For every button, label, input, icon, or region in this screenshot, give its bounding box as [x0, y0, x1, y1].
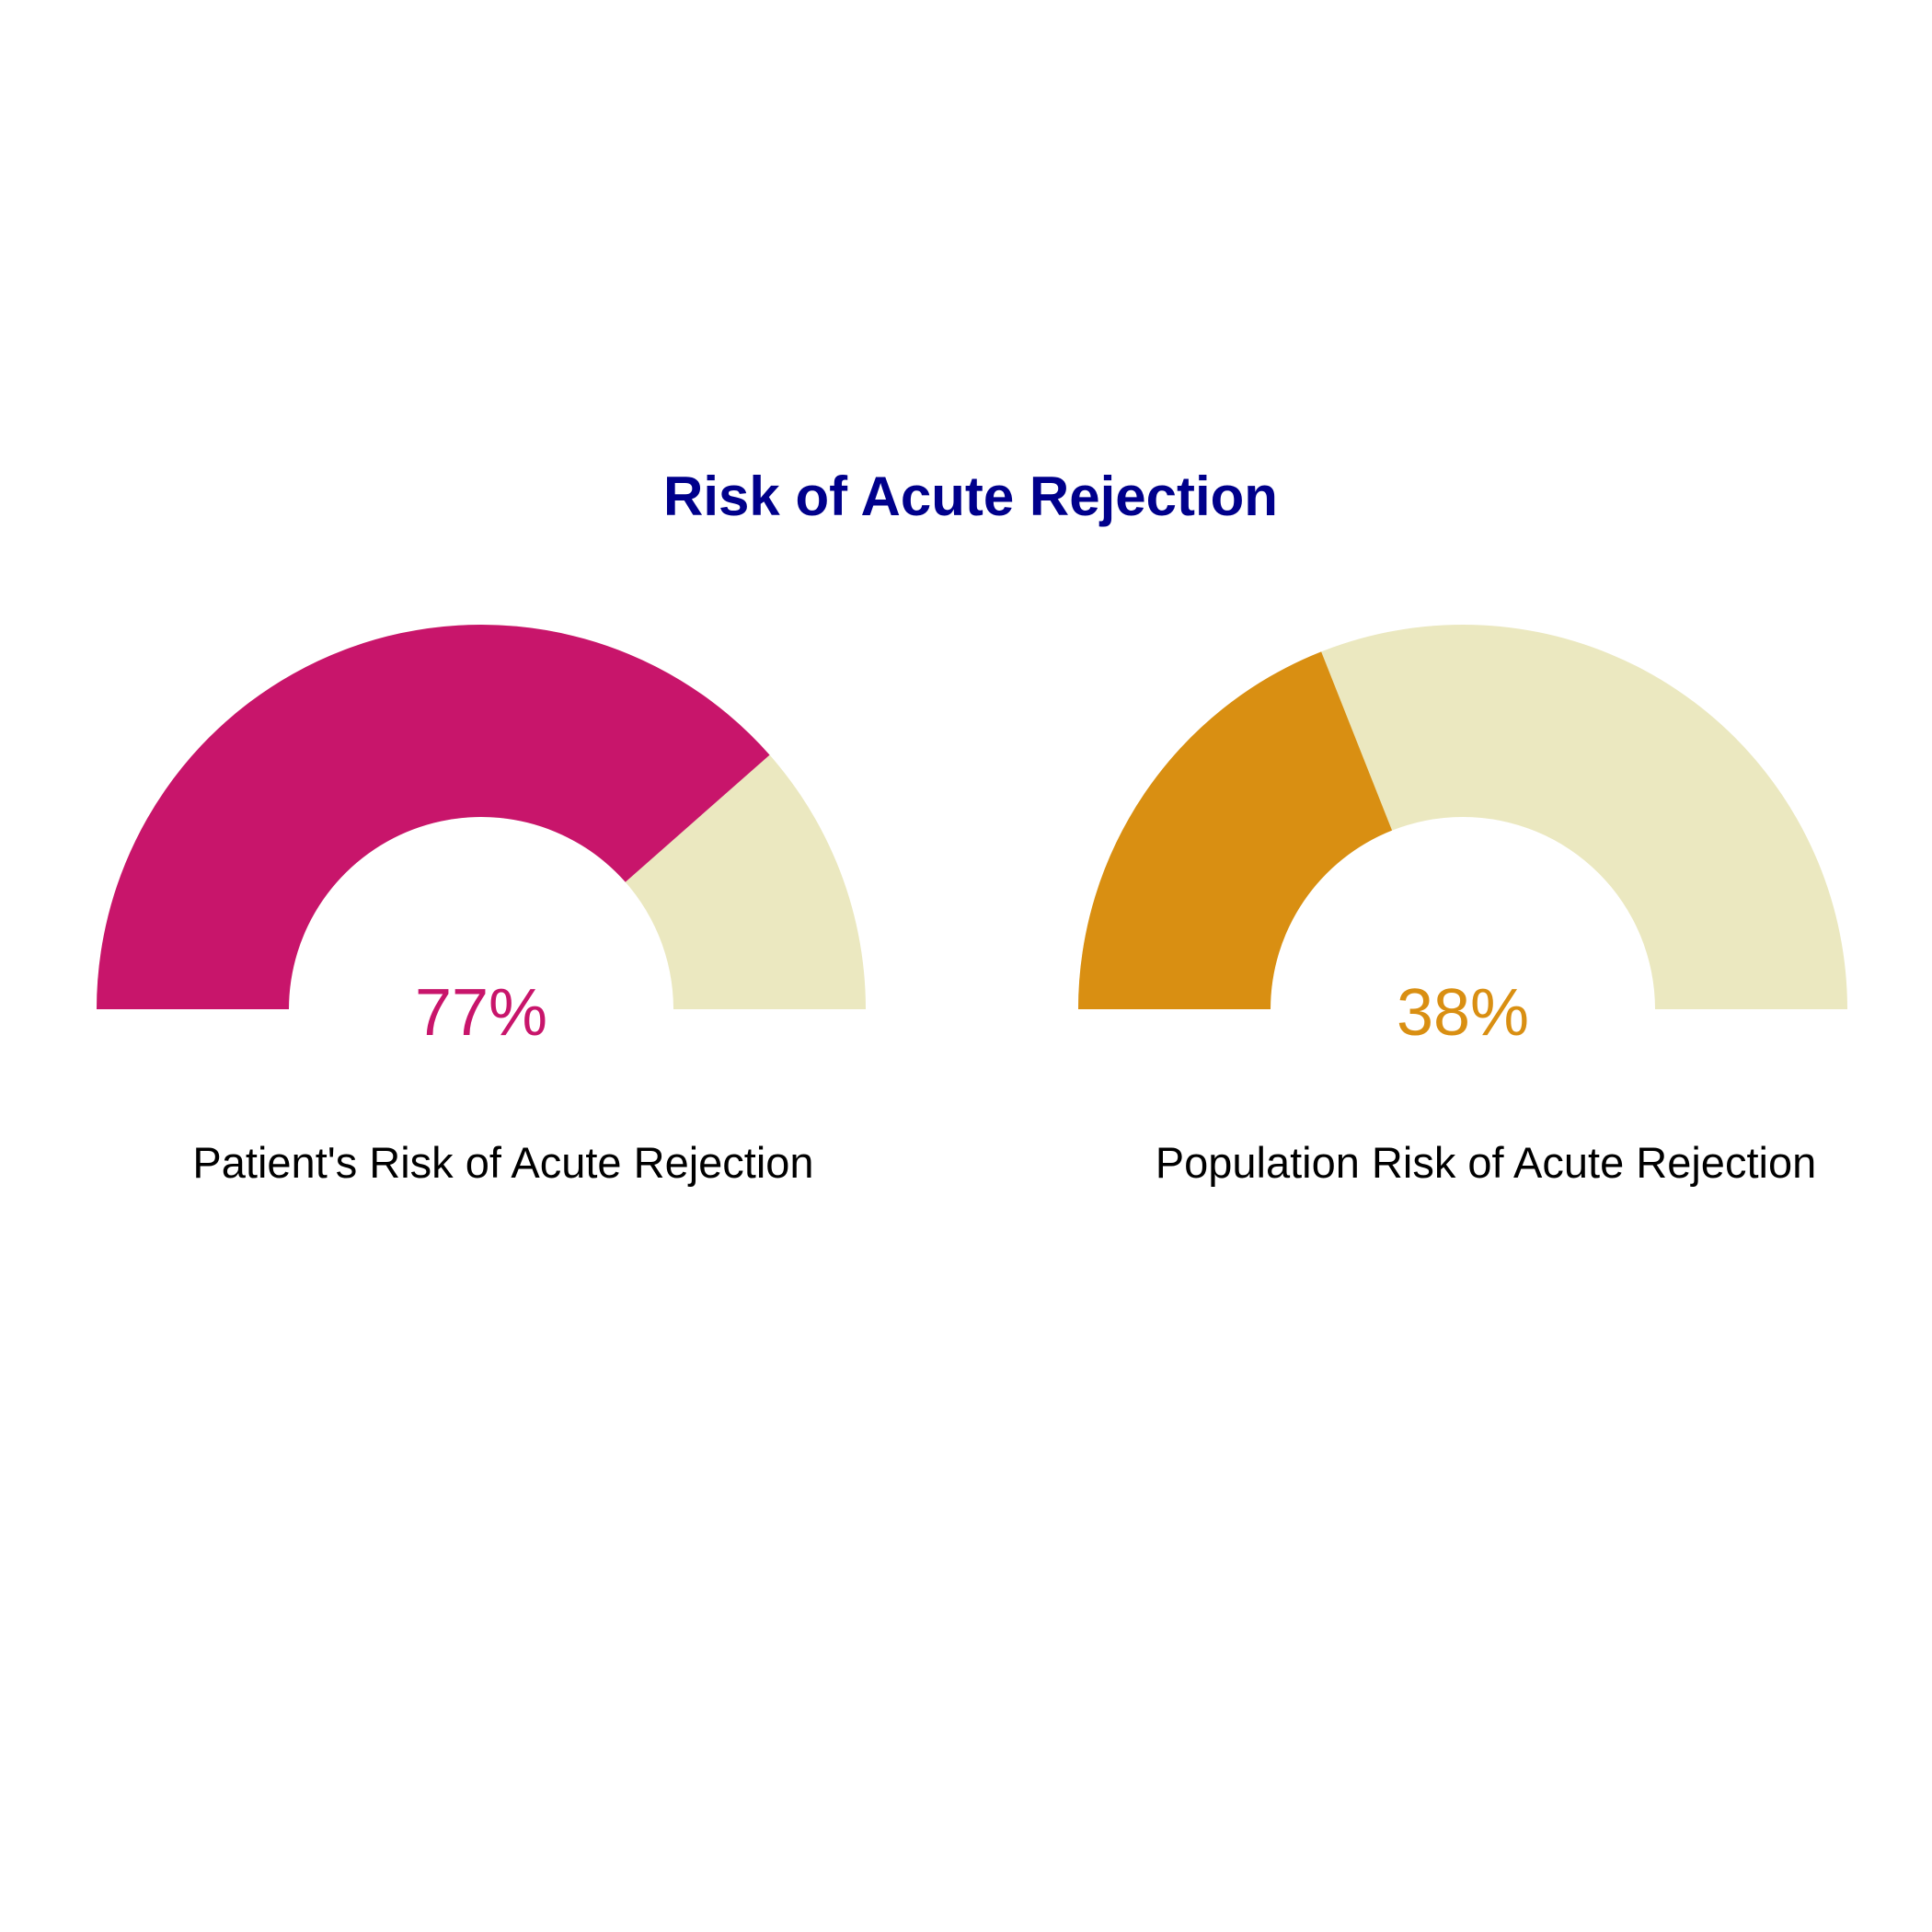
gauge-label-patient: Patient's Risk of Acute Rejection	[192, 1138, 813, 1187]
gauge-population: 38% Population Risk of Acute Rejection	[1078, 625, 1847, 1187]
gauge-fill-population	[1078, 651, 1393, 1009]
chart-title: Risk of Acute Rejection	[663, 466, 1278, 527]
gauge-patient: 77% Patient's Risk of Acute Rejection	[97, 624, 866, 1187]
gauge-fill-patient	[97, 624, 770, 1009]
gauge-label-population: Population Risk of Acute Rejection	[1156, 1138, 1816, 1187]
gauge-value-patient: 77%	[415, 976, 547, 1050]
gauge-value-population: 38%	[1397, 976, 1529, 1050]
